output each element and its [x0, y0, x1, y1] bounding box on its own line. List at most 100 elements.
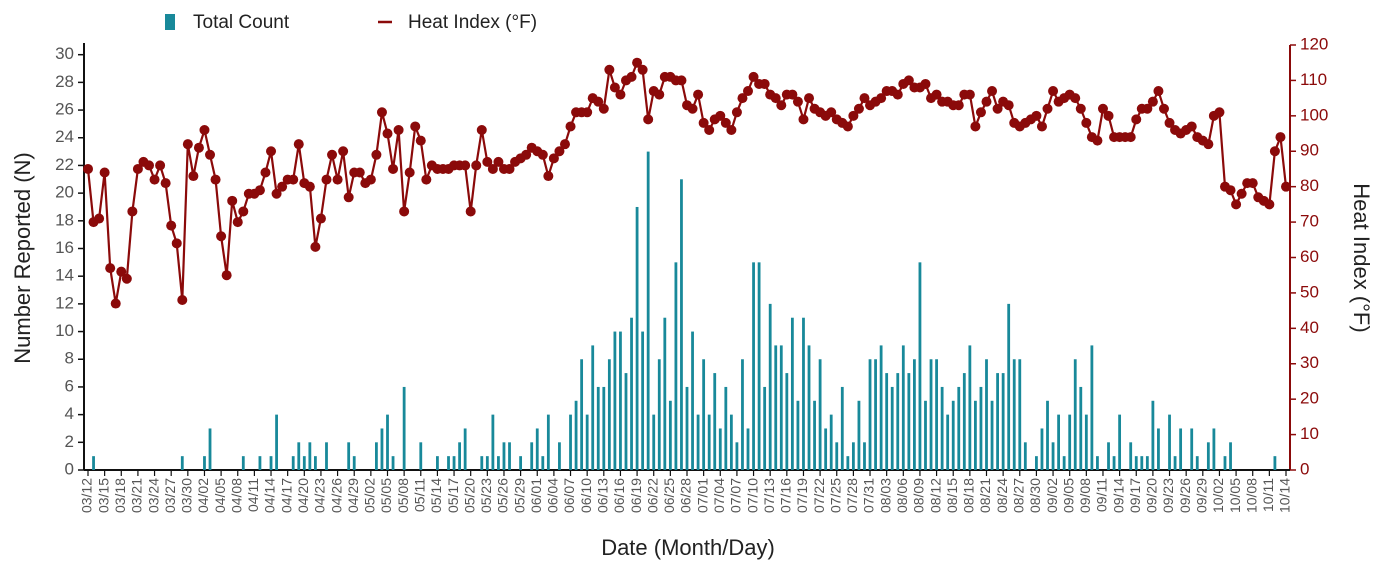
bar	[1012, 359, 1016, 470]
point	[304, 181, 315, 192]
x-tick-label: 08/06	[894, 478, 910, 513]
bar	[1084, 414, 1088, 470]
bar	[729, 414, 733, 470]
point	[521, 149, 532, 160]
x-tick-label: 03/18	[112, 478, 128, 513]
bar	[480, 456, 484, 470]
point	[1164, 117, 1175, 128]
point	[94, 213, 105, 224]
legend-swatch	[165, 14, 175, 30]
point	[266, 146, 277, 157]
x-tick-label: 04/20	[295, 478, 311, 513]
point	[964, 89, 975, 100]
x-tick-label: 04/17	[278, 478, 294, 513]
bar	[940, 386, 944, 470]
point	[1231, 199, 1242, 210]
bar	[535, 428, 539, 470]
point	[310, 241, 321, 252]
bar	[1107, 442, 1110, 470]
point	[288, 174, 299, 185]
bar	[1206, 442, 1210, 470]
x-tick-label: 09/17	[1127, 478, 1143, 513]
x-tick-label: 04/11	[245, 478, 261, 512]
x-tick-label: 07/16	[778, 478, 794, 513]
point	[987, 86, 998, 97]
x-tick-label: 08/18	[961, 478, 977, 513]
point	[421, 174, 432, 185]
bar	[313, 456, 317, 470]
bar	[596, 386, 600, 470]
point	[743, 86, 754, 97]
point	[188, 171, 199, 182]
x-tick-label: 05/17	[445, 478, 461, 513]
x-tick-label: 03/12	[79, 478, 95, 513]
point	[410, 121, 421, 132]
x-tick-label: 04/14	[262, 478, 278, 513]
point	[582, 107, 593, 118]
point	[1125, 132, 1136, 143]
bar	[924, 400, 927, 470]
bar	[996, 373, 999, 470]
x-tick-label: 03/27	[162, 478, 178, 513]
point	[504, 163, 515, 174]
point	[609, 82, 620, 93]
x-tick-label: 08/12	[927, 478, 943, 513]
bar	[885, 373, 889, 470]
point	[975, 107, 986, 118]
bar	[1001, 373, 1005, 470]
bar	[896, 373, 900, 470]
bar	[203, 456, 206, 470]
bar	[1023, 442, 1027, 470]
point	[1036, 121, 1047, 132]
x-tick-label: 09/02	[1044, 478, 1060, 513]
point	[354, 167, 365, 178]
point	[842, 121, 853, 132]
bar	[752, 262, 755, 470]
bar	[591, 345, 595, 470]
point	[388, 163, 399, 174]
bar	[1195, 456, 1199, 470]
bar	[929, 359, 933, 470]
point	[121, 273, 132, 284]
bar	[386, 414, 389, 470]
bar	[951, 400, 955, 470]
point	[1042, 103, 1053, 114]
bar	[508, 442, 511, 470]
point	[537, 149, 548, 160]
y-tick-label: 28	[55, 72, 74, 91]
bar	[497, 456, 500, 470]
bar	[946, 414, 950, 470]
bar	[1068, 414, 1072, 470]
x-tick-label: 09/26	[1177, 478, 1193, 513]
x-tick-label: 04/29	[345, 478, 361, 513]
point	[859, 93, 870, 104]
bar	[375, 442, 378, 470]
point	[1275, 132, 1286, 143]
x-tick-label: 05/05	[378, 478, 394, 513]
bar	[1057, 414, 1061, 470]
point	[371, 149, 382, 160]
bar	[846, 456, 850, 470]
point	[327, 149, 338, 160]
point	[848, 110, 859, 121]
point	[110, 298, 121, 309]
x-tick-label: 06/25	[661, 478, 677, 513]
point	[615, 89, 626, 100]
bar	[824, 428, 828, 470]
point	[382, 128, 393, 139]
bar	[702, 359, 706, 470]
point	[365, 174, 376, 185]
y2-tick-label: 60	[1300, 247, 1319, 266]
x-tick-label: 08/15	[944, 478, 960, 513]
bar	[785, 373, 789, 470]
y2-tick-label: 70	[1300, 212, 1319, 231]
bar	[635, 206, 639, 470]
point	[920, 78, 931, 89]
x-tick-label: 06/13	[595, 478, 611, 513]
point	[931, 89, 942, 100]
bar	[718, 428, 722, 470]
point	[116, 266, 127, 277]
point	[693, 89, 704, 100]
bar	[297, 442, 301, 470]
point	[992, 103, 1003, 114]
